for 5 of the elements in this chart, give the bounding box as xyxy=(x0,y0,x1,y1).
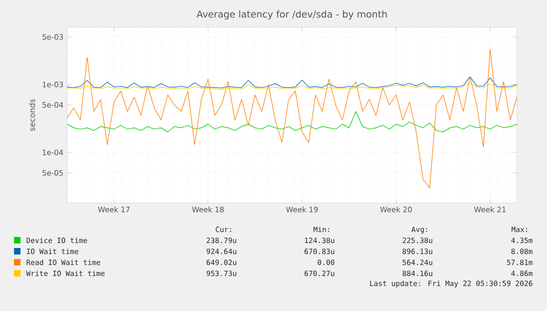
line-series xyxy=(67,111,518,132)
line-series xyxy=(67,48,518,188)
line-series xyxy=(67,76,518,88)
line-series xyxy=(67,82,518,90)
chart-title: Average latency for /dev/sda - by month xyxy=(196,10,387,20)
